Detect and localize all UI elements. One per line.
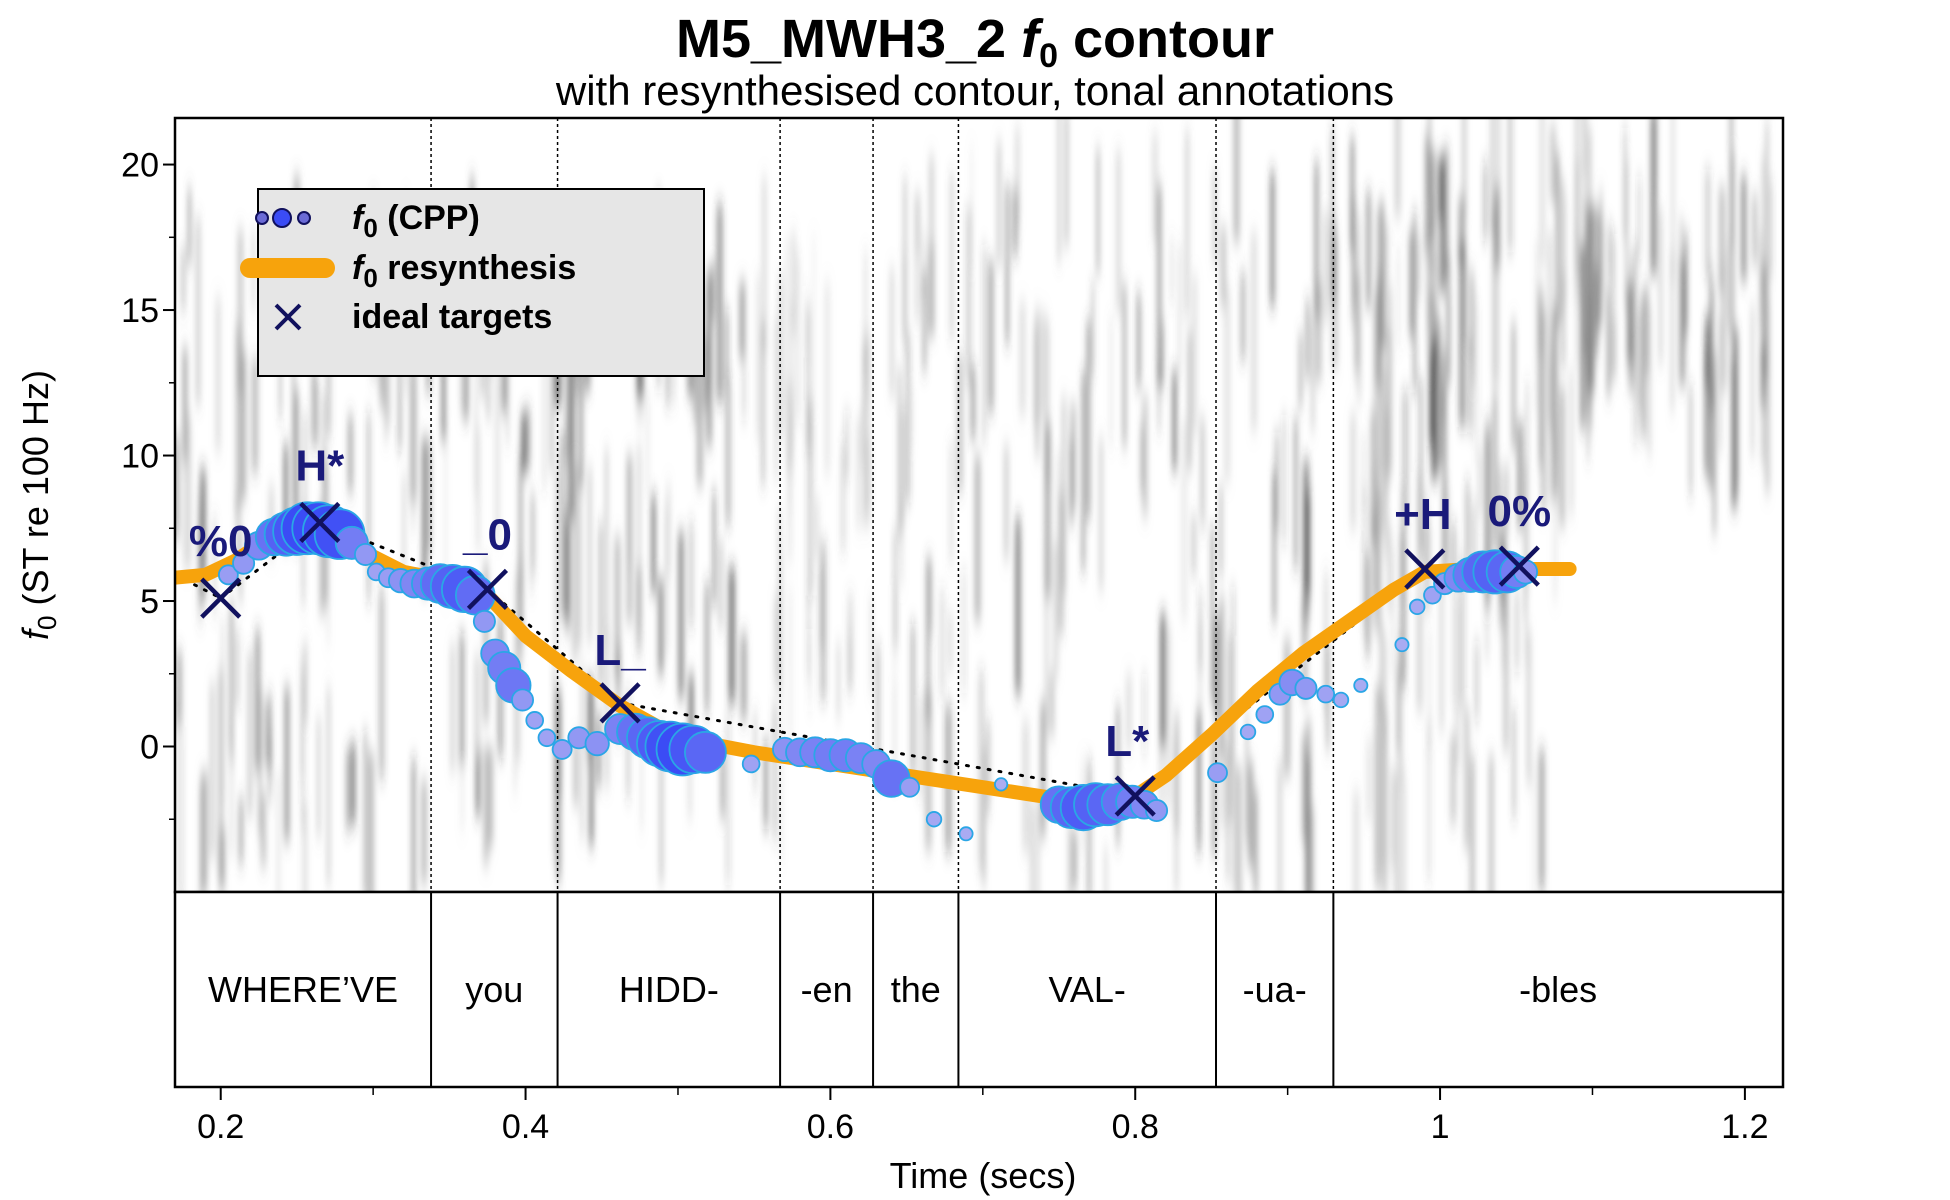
x-tick-label: 0.2 — [197, 1108, 244, 1146]
target-label: L* — [1105, 717, 1150, 766]
x-tick-label: 1.2 — [1721, 1108, 1768, 1146]
cpp-point — [925, 811, 943, 828]
cpp-point — [1332, 691, 1350, 709]
cpp-point — [958, 826, 974, 842]
target-label: H* — [295, 441, 345, 490]
cpp-point — [584, 731, 610, 757]
legend-label-targets: ideal targets — [352, 298, 552, 336]
target-label: L_ — [594, 626, 646, 675]
segment-label: -en — [801, 969, 853, 1010]
legend-label-resynthesis: f0 resynthesis — [352, 249, 576, 293]
y-tick-label: 10 — [121, 438, 159, 476]
ideal-targets: %0 H* _0 L_ L* +H 0% — [189, 441, 1552, 817]
y-tick-label: 5 — [140, 583, 159, 621]
segment-label: you — [465, 969, 523, 1010]
segment-tier: WHERE’VE you HIDD- -en the VAL- -ua- -bles — [173, 890, 1785, 1089]
y-tick-label: 15 — [121, 292, 159, 330]
y-tick-label: 20 — [121, 147, 159, 185]
cpp-point — [1145, 799, 1169, 823]
segment-label: -bles — [1519, 969, 1597, 1010]
target-marker — [1498, 545, 1540, 587]
cpp-point — [232, 551, 256, 575]
trend-dotted-line — [318, 520, 489, 591]
legend-target-marker — [274, 303, 302, 331]
segment-label: -ua- — [1243, 969, 1307, 1010]
legend: f0 (CPP) f0 resynthesis ideal targets — [240, 188, 705, 377]
cpp-point — [354, 542, 378, 566]
legend-box — [257, 188, 705, 377]
cpp-point — [684, 730, 727, 774]
x-tick-label: 0.6 — [807, 1108, 854, 1146]
x-axis: 0.2 0.4 0.6 0.8 1 1.2 — [197, 1087, 1769, 1146]
cpp-point — [899, 776, 921, 798]
cpp-point — [1353, 677, 1369, 693]
segment-label: HIDD- — [619, 969, 719, 1010]
target-label: %0 — [189, 517, 253, 566]
cpp-point — [537, 728, 557, 748]
cpp-point — [454, 574, 496, 616]
cpp-point — [1255, 705, 1275, 724]
trend-dotted-line — [219, 520, 322, 600]
cpp-point — [1316, 684, 1336, 704]
cpp-point — [1207, 762, 1228, 784]
cpp-point — [1239, 723, 1257, 741]
chart-title: M5_MWH3_2 f0 contour — [676, 9, 1274, 75]
cpp-point — [472, 609, 496, 633]
target-label: _0 — [462, 510, 512, 559]
plot-area: 0 5 10 15 20 %0 H* _0 L_ L* +H 0% — [121, 116, 1785, 894]
target-label: +H — [1394, 490, 1451, 539]
trend-dotted-line — [618, 701, 1137, 798]
cpp-point — [217, 564, 239, 586]
target-x-stroke — [299, 501, 341, 544]
segment-labels: WHERE’VE you HIDD- -en the VAL- -ua- -bles — [208, 892, 1597, 1087]
chart-subtitle: with resynthesised contour, tonal annota… — [555, 67, 1394, 114]
trend-dotted-line — [175, 573, 223, 600]
x-tick-label: 1 — [1431, 1108, 1450, 1146]
target-label: 0% — [1488, 487, 1552, 536]
x-tick-label: 0.8 — [1112, 1108, 1159, 1146]
cpp-point — [1394, 637, 1410, 653]
target-marker — [1114, 775, 1156, 817]
cpp-point — [511, 688, 535, 712]
target-x-stroke — [200, 577, 242, 619]
target-marker — [1404, 548, 1446, 590]
cpp-point — [1294, 676, 1318, 700]
y-tick-label: 0 — [140, 729, 159, 767]
segment-tier-frame — [173, 890, 1785, 1089]
segment-label: WHERE’VE — [208, 969, 398, 1010]
x-tick-label: 0.4 — [502, 1108, 549, 1146]
target-x-stroke — [1498, 545, 1540, 587]
cpp-point — [525, 711, 545, 730]
target-marker — [466, 568, 509, 610]
target-x-stroke — [466, 568, 509, 610]
legend-label-cpp: f0 (CPP) — [352, 199, 480, 243]
target-x-stroke — [1114, 775, 1156, 817]
cpp-point — [551, 739, 573, 760]
cpp-point — [741, 754, 761, 774]
legend-cpp-marker — [255, 208, 311, 228]
target-x-stroke — [599, 682, 641, 724]
target-marker — [599, 682, 641, 724]
x-axis-label: Time (secs) — [890, 1155, 1077, 1196]
y-axis-label: f0 (ST re 100 Hz) — [15, 370, 62, 640]
y-axis: 0 5 10 15 20 — [121, 147, 175, 821]
cpp-point — [1408, 598, 1426, 616]
target-marker — [299, 501, 341, 544]
target-x-stroke — [1404, 548, 1446, 590]
segment-label: VAL- — [1049, 969, 1126, 1010]
target-marker — [200, 577, 242, 619]
cpp-point — [994, 777, 1009, 792]
segment-label: the — [891, 969, 941, 1010]
